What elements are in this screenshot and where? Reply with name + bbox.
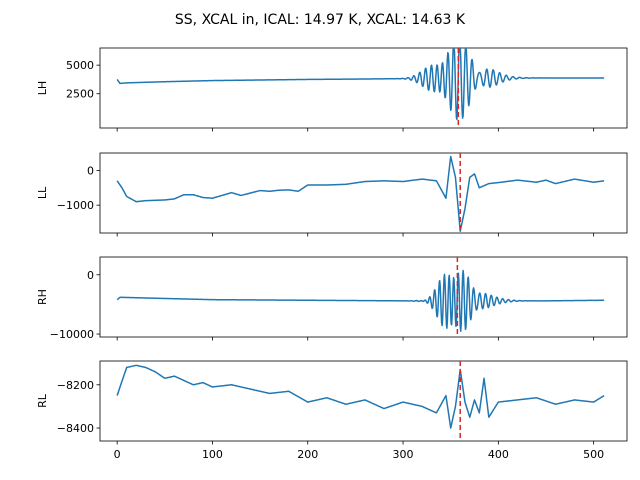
y-tick-label: −1000 — [57, 199, 94, 212]
y-axis-label: RH — [36, 289, 49, 305]
subplot-4: −8400 −8200 0 100 200 300 400 500 RL — [36, 360, 628, 461]
axes-frame — [99, 47, 628, 129]
series-line — [116, 155, 605, 233]
y-tick-label: −8400 — [57, 422, 94, 435]
y-axis-label: RL — [36, 393, 49, 408]
axes-frame — [99, 256, 628, 338]
x-tick-label: 200 — [297, 448, 318, 461]
subplot-1: 2500 5000 LH — [36, 47, 628, 132]
x-tick-label: 300 — [393, 448, 414, 461]
axes-frame — [99, 152, 628, 234]
y-axis-label: LL — [36, 186, 49, 199]
y-tick-label: 0 — [87, 164, 94, 177]
series-line — [116, 47, 605, 121]
subplot-3: −10000 0 RH — [36, 256, 628, 341]
y-tick-label: −8200 — [57, 379, 94, 392]
x-tick-label: 0 — [114, 448, 121, 461]
subplot-2: −1000 0 LL — [36, 152, 628, 237]
y-axis-label: LH — [36, 81, 49, 95]
x-tick-label: 500 — [583, 448, 604, 461]
x-tick-label: 400 — [488, 448, 509, 461]
axes-frame — [99, 360, 628, 442]
series-line — [116, 364, 605, 429]
y-tick-label: 2500 — [66, 88, 94, 101]
x-tick-label: 100 — [202, 448, 223, 461]
y-tick-label: 0 — [87, 269, 94, 282]
series-line — [116, 269, 605, 332]
y-tick-label: 5000 — [66, 59, 94, 72]
chart-title: SS, XCAL in, ICAL: 14.97 K, XCAL: 14.63 … — [175, 12, 466, 28]
y-tick-label: −10000 — [50, 328, 94, 341]
